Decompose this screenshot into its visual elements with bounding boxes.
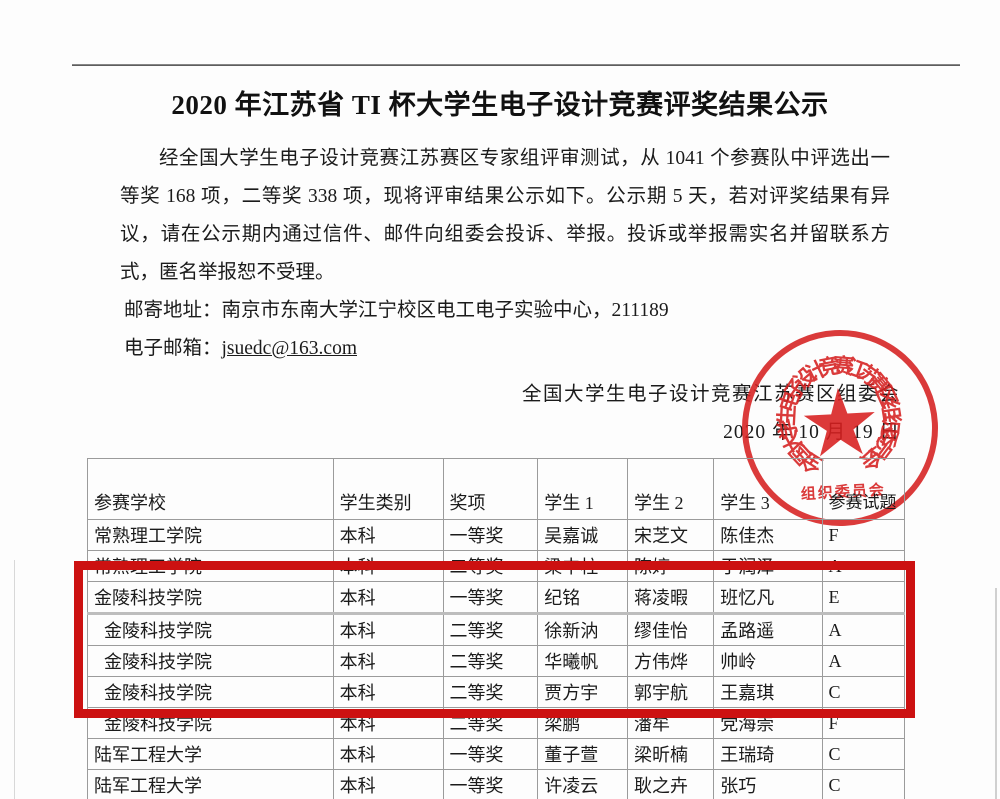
table-header-row: 参赛学校 学生类别 奖项 学生 1 学生 2 学生 3 参赛试题: [87, 485, 906, 520]
column-header-student3[interactable]: 学生 3: [713, 485, 823, 520]
cell-s1: 纪铭: [537, 581, 629, 614]
cell-s3: 张巧: [713, 769, 823, 799]
header-rule: [72, 64, 960, 66]
cell-award: 一等奖: [442, 738, 539, 770]
cell-s2: 郭宇航: [627, 676, 715, 708]
column-header-school[interactable]: 参赛学校: [87, 485, 334, 520]
cell-type: 本科: [332, 612, 444, 646]
cell-school: 金陵科技学院: [87, 612, 334, 646]
cell-award: 二等奖: [442, 645, 539, 677]
cell-school: 陆军工程大学: [87, 769, 334, 799]
cell-s2: 梁昕楠: [627, 738, 715, 770]
announcement-body: 经全国大学生电子设计竞赛江苏赛区专家组评审测试，从 1041 个参赛队中评选出一…: [120, 140, 890, 292]
scan-edge-artifact-left: [14, 560, 15, 799]
cell-award: 一等奖: [442, 769, 539, 799]
cell-s1: 贾方宇: [537, 676, 629, 708]
cell-award: 二等奖: [442, 612, 539, 646]
cell-s3: 陈佳杰: [713, 519, 823, 551]
page-title: 2020 年江苏省 TI 杯大学生电子设计竞赛评奖结果公示: [171, 90, 829, 120]
cell-problem: C: [821, 738, 906, 770]
cell-award: 二等奖: [442, 676, 539, 708]
cell-s1: 吴嘉诚: [537, 519, 629, 551]
email-line: 电子邮箱：jsuedc@163.com: [124, 330, 824, 368]
cell-award: 一等奖: [442, 519, 539, 551]
cell-problem: A: [821, 612, 906, 646]
cell-type: 本科: [332, 769, 444, 799]
cell-type: 本科: [332, 707, 444, 739]
cell-problem: F: [821, 519, 906, 551]
cell-school: 常熟理工学院: [87, 550, 334, 582]
cell-s1: 梁中柱: [537, 550, 629, 582]
cell-type: 本科: [332, 738, 444, 770]
table-row[interactable]: 金陵科技学院 本科 二等奖 梁鹏 潘牟 党海崇 F: [87, 707, 906, 739]
cell-school: 金陵科技学院: [87, 676, 334, 708]
table-row[interactable]: 陆军工程大学 本科 一等奖 许凌云 耿之卉 张巧 C: [87, 769, 906, 799]
cell-s3: 王瑞琦: [713, 738, 823, 770]
cell-s2: 耿之卉: [627, 769, 715, 799]
table-row[interactable]: 金陵科技学院 本科 一等奖 纪铭 蒋凌暇 班忆凡 E: [87, 581, 906, 614]
cell-type: 本科: [332, 519, 444, 551]
results-table: 参赛学校 学生类别 奖项 学生 1 学生 2 学生 3 参赛试题 常熟理工学院本…: [87, 458, 906, 799]
cell-type: 本科: [332, 676, 444, 708]
cell-s3: 班忆凡: [713, 581, 823, 614]
cell-award: 二等奖: [442, 550, 539, 582]
cell-s3: 帅岭: [713, 645, 823, 677]
cell-problem: A: [821, 645, 906, 677]
column-header-problem[interactable]: 参赛试题: [821, 485, 906, 520]
column-header-award[interactable]: 奖项: [442, 485, 539, 520]
table-row[interactable]: 金陵科技学院 本科 二等奖 徐新汭 缪佳怡 孟路遥 A: [87, 612, 906, 646]
cell-s2: 潘牟: [627, 707, 715, 739]
table-row[interactable]: 陆军工程大学 本科 一等奖 董子萱 梁昕楠 王瑞琦 C: [87, 738, 906, 770]
cell-s3: 王嘉琪: [713, 676, 823, 708]
scan-edge-artifact-right: [995, 588, 997, 799]
cell-problem: C: [821, 676, 906, 708]
cell-problem: E: [821, 581, 906, 614]
cell-s1: 华曦帆: [537, 645, 629, 677]
mailing-address-label: 邮寄地址：: [124, 300, 222, 321]
column-header-student2[interactable]: 学生 2: [627, 485, 715, 520]
cell-s2: 陈婷: [627, 550, 715, 582]
cell-type: 本科: [332, 581, 444, 614]
cell-s1: 董子萱: [537, 738, 629, 770]
cell-school: 金陵科技学院: [87, 645, 334, 677]
cell-school: 陆军工程大学: [87, 738, 334, 770]
cell-award: 一等奖: [442, 581, 539, 614]
cell-school: 金陵科技学院: [87, 707, 334, 739]
signature-date: 2020 年 10 月 19 日: [723, 422, 900, 443]
table-row[interactable]: 常熟理工学院 本科 二等奖 梁中柱 陈婷 于润泽 A: [87, 550, 906, 582]
cell-school: 常熟理工学院: [87, 519, 334, 551]
signature-organization: 全国大学生电子设计竞赛江苏赛区组委会: [521, 384, 900, 405]
cell-s3: 孟路遥: [713, 612, 823, 646]
mailing-address-line: 邮寄地址：南京市东南大学江宁校区电工电子实验中心，211189: [124, 292, 824, 330]
cell-s1: 许凌云: [537, 769, 629, 799]
cell-problem: C: [821, 769, 906, 799]
email-label: 电子邮箱：: [124, 338, 222, 359]
table-row[interactable]: 常熟理工学院 本科 一等奖 吴嘉诚 宋芝文 陈佳杰 F: [87, 519, 906, 551]
cell-award: 二等奖: [442, 707, 539, 739]
announcement-paragraph: 经全国大学生电子设计竞赛江苏赛区专家组评审测试，从 1041 个参赛队中评选出一…: [120, 148, 890, 283]
contact-block: 邮寄地址：南京市东南大学江宁校区电工电子实验中心，211189 电子邮箱：jsu…: [124, 292, 824, 368]
cell-s2: 宋芝文: [627, 519, 715, 551]
cell-type: 本科: [332, 550, 444, 582]
mailing-address-value: 南京市东南大学江宁校区电工电子实验中心，211189: [221, 300, 669, 321]
column-header-student1[interactable]: 学生 1: [537, 485, 629, 520]
table-row[interactable]: 金陵科技学院 本科 二等奖 贾方宇 郭宇航 王嘉琪 C: [87, 676, 906, 708]
cell-s1: 徐新汭: [537, 612, 629, 646]
cell-s1: 梁鹏: [537, 707, 629, 739]
cell-s3: 于润泽: [713, 550, 823, 582]
cell-s2: 蒋凌暇: [627, 581, 715, 614]
cell-school: 金陵科技学院: [87, 581, 334, 614]
column-header-type[interactable]: 学生类别: [332, 485, 444, 520]
cell-s2: 缪佳怡: [627, 612, 715, 646]
table-row[interactable]: 金陵科技学院 本科 二等奖 华曦帆 方伟烨 帅岭 A: [87, 645, 906, 677]
cell-problem: A: [821, 550, 906, 582]
cell-s2: 方伟烨: [627, 645, 715, 677]
cell-type: 本科: [332, 645, 444, 677]
cell-problem: F: [821, 707, 906, 739]
table-head-spacer: [87, 458, 906, 485]
email-address-link[interactable]: jsuedc@163.com: [221, 338, 357, 359]
cell-s3: 党海崇: [713, 707, 823, 739]
